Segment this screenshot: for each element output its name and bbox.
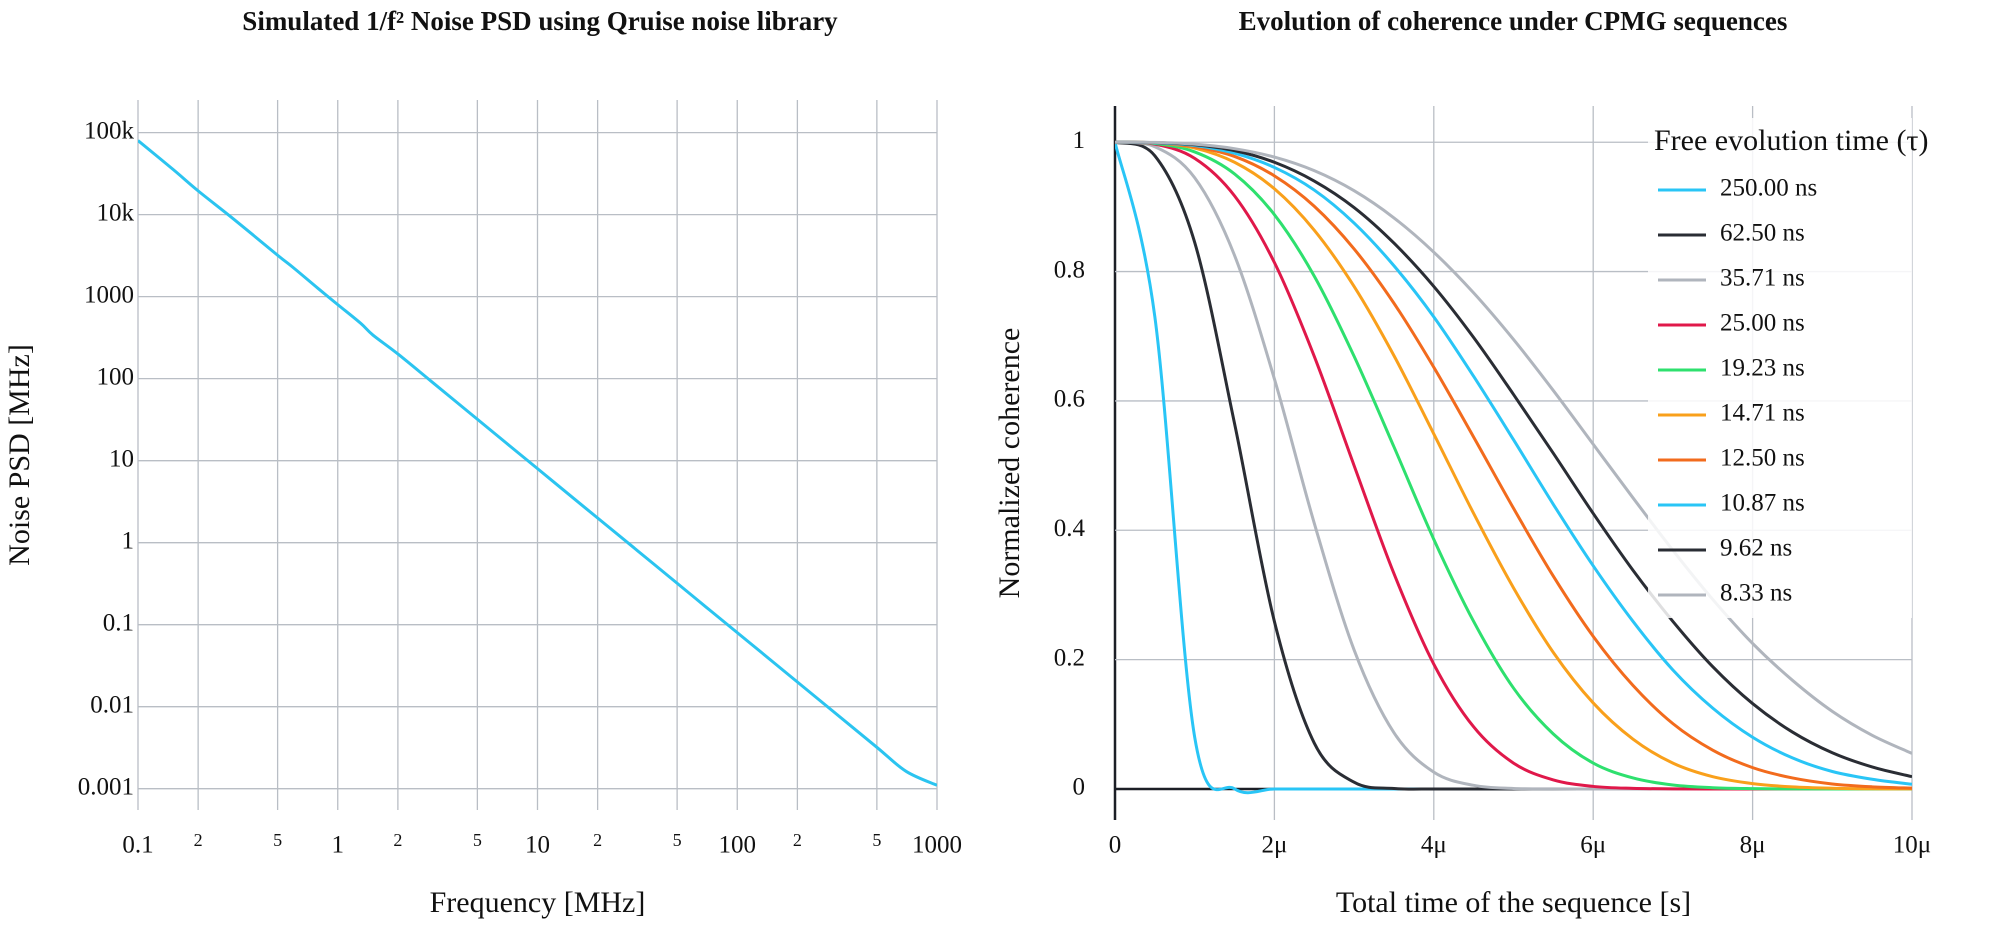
y-axis-title: Normalized coherence (993, 328, 1026, 599)
x-tick-label: 2 (593, 830, 602, 850)
y-tick-label: 0 (1073, 774, 1086, 801)
data-line (1115, 140, 1912, 779)
x-axis-title: Total time of the sequence [s] (1336, 886, 1691, 919)
x-tick-label: 2 (194, 830, 203, 850)
legend-title: Free evolution time (τ) (1654, 124, 1928, 157)
legend-label: 12.50 ns (1720, 445, 1805, 472)
legend-label: 35.71 ns (1720, 265, 1805, 292)
data-line (1115, 140, 1912, 791)
y-tick-label: 0.001 (78, 773, 134, 800)
data-line (1115, 140, 1912, 755)
x-tick-label: 10μ (1893, 832, 1931, 859)
y-tick-label: 0.2 (1054, 644, 1085, 671)
x-tick-label: 0 (1109, 832, 1122, 859)
y-tick-label: 0.1 (103, 609, 134, 636)
x-tick-label: 5 (273, 830, 282, 850)
legend-background (1648, 118, 1912, 618)
x-tick-label: 5 (872, 830, 881, 850)
y-tick-label: 1000 (84, 281, 134, 308)
x-tick-label: 2μ (1261, 832, 1287, 859)
x-tick-label: 2 (793, 830, 802, 850)
x-tick-label: 1000 (912, 832, 962, 859)
legend-label: 8.33 ns (1720, 580, 1792, 607)
data-line (1115, 140, 1912, 786)
y-axis-title: Noise PSD [MHz] (3, 344, 36, 566)
x-tick-label: 5 (673, 830, 682, 850)
x-tick-label: 8μ (1740, 832, 1766, 859)
data-line (1115, 140, 1912, 790)
y-tick-label: 1 (122, 527, 135, 554)
x-tick-label: 10 (525, 832, 550, 859)
legend-label: 19.23 ns (1720, 355, 1805, 382)
x-tick-label: 6μ (1580, 832, 1606, 859)
y-tick-label: 0.8 (1054, 256, 1085, 283)
legend-label: 9.62 ns (1720, 535, 1792, 562)
y-tick-label: 0.01 (90, 691, 134, 718)
x-tick-label: 4μ (1421, 832, 1447, 859)
x-tick-label: 0.1 (122, 832, 153, 859)
y-tick-label: 100k (84, 117, 135, 144)
plot-area (1115, 140, 1912, 795)
y-tick-label: 10 (109, 445, 134, 472)
y-tick-label: 1 (1073, 127, 1086, 154)
legend-label: 62.50 ns (1720, 220, 1805, 247)
y-tick-label: 10k (97, 199, 135, 226)
x-tick-label: 100 (719, 832, 757, 859)
plot-area (138, 139, 937, 787)
data-line (1115, 140, 1912, 791)
x-tick-label: 2 (393, 830, 402, 850)
chart-title: Evolution of coherence under CPMG sequen… (1239, 6, 1788, 36)
data-line (138, 139, 937, 787)
x-tick-label: 5 (473, 830, 482, 850)
legend-label: 10.87 ns (1720, 490, 1805, 517)
x-axis-title: Frequency [MHz] (430, 886, 646, 919)
legend-label: 25.00 ns (1720, 310, 1805, 337)
y-tick-label: 0.6 (1054, 386, 1085, 413)
x-tick-label: 1 (332, 832, 345, 859)
legend-label: 250.00 ns (1720, 175, 1817, 202)
y-tick-label: 100 (97, 363, 135, 390)
legend-label: 14.71 ns (1720, 400, 1805, 427)
y-tick-label: 0.4 (1054, 515, 1086, 542)
chart-title: Simulated 1/f² Noise PSD using Qruise no… (242, 6, 838, 36)
